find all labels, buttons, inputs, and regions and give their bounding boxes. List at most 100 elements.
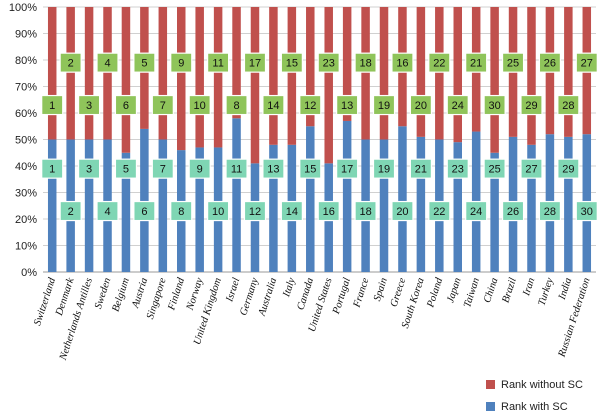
rank-label: 5 (141, 58, 147, 70)
rank-label: 11 (212, 58, 223, 70)
bar-rank-with-sc (47, 139, 57, 272)
legend-swatch (486, 402, 495, 411)
x-tick-label: Israel (224, 276, 242, 304)
rank-label: 17 (249, 58, 261, 70)
rank-label-box (59, 52, 82, 73)
x-tick-label: Portugal (331, 276, 353, 316)
rank-label: 6 (141, 206, 147, 218)
bar-rank-with-sc (195, 147, 204, 272)
y-tick-label: 40% (15, 161, 37, 173)
rank-label: 26 (507, 206, 519, 218)
bar-rank-with-sc (232, 118, 241, 272)
rank-label-box (557, 158, 580, 179)
x-tick-label: France (351, 276, 371, 310)
rank-label: 20 (415, 100, 427, 112)
rank-label-box (207, 52, 230, 73)
rank-label: 15 (304, 164, 316, 176)
rank-label-box (520, 158, 543, 179)
rank-label: 23 (452, 164, 464, 176)
rank-label-box (354, 52, 377, 73)
y-tick-label: 50% (15, 135, 37, 147)
bar-rank-without-sc (379, 7, 389, 140)
rank-label: 28 (544, 206, 556, 218)
rank-label: 29 (562, 164, 574, 176)
x-tick-label: Iran (521, 277, 537, 299)
y-tick-label: 80% (15, 55, 37, 67)
x-tick-label: Brazil (501, 276, 519, 304)
rank-label: 21 (415, 164, 427, 176)
rank-label-box (280, 200, 303, 222)
rank-label: 18 (359, 206, 371, 218)
rank-label-box (151, 158, 174, 179)
rank-label-box (446, 94, 469, 116)
rank-label: 29 (525, 100, 537, 112)
x-tick-label: India (557, 277, 575, 302)
rank-label: 27 (525, 164, 537, 176)
bar-rank-without-sc (306, 7, 315, 127)
rank-label: 15 (286, 58, 298, 70)
rank-label: 8 (178, 206, 184, 218)
rank-label: 6 (123, 100, 129, 112)
rank-label-box (96, 52, 119, 73)
rank-label-box (372, 158, 396, 179)
rank-label: 10 (194, 100, 206, 112)
rank-label-box (336, 158, 359, 179)
rank-label-box (409, 158, 432, 179)
rank-label-box (483, 94, 506, 116)
bar-rank-with-sc (416, 136, 426, 272)
x-tick-label: Norway (184, 276, 205, 312)
y-tick-label: 20% (15, 214, 37, 226)
x-tick-label: Canada (295, 277, 316, 312)
rank-label-box (557, 94, 580, 116)
rank-label: 28 (562, 100, 574, 112)
rank-label-box (41, 94, 64, 116)
rank-label-box (501, 52, 525, 73)
bar-rank-without-sc (84, 7, 94, 140)
rank-label: 25 (507, 58, 519, 70)
rank-label-box (354, 200, 377, 222)
rank-label: 22 (433, 58, 445, 70)
x-tick-label: Sweden (93, 277, 113, 311)
rank-label-box (151, 94, 174, 116)
rank-label-box (317, 52, 340, 73)
bar-rank-without-sc (121, 7, 131, 153)
rank-label: 9 (197, 164, 203, 176)
rank-label: 17 (341, 164, 353, 176)
y-tick-label: 30% (15, 188, 37, 200)
bar-rank-without-sc (416, 7, 426, 137)
rank-label-box (133, 52, 156, 73)
rank-label-box (538, 52, 562, 73)
rank-label: 14 (267, 100, 279, 112)
rank-label: 16 (396, 58, 408, 70)
bar-rank-with-sc (564, 136, 573, 272)
rank-label: 19 (378, 164, 390, 176)
x-tick-label: Austria (130, 277, 150, 311)
y-tick-label: 10% (15, 241, 37, 253)
rank-label: 30 (581, 206, 593, 218)
rank-labels: 1122334465567798109111081117121413151412… (41, 52, 598, 222)
y-tick-label: 100% (9, 2, 37, 14)
rank-label: 24 (452, 100, 464, 112)
legend-swatch (486, 380, 495, 389)
rank-label-box (207, 200, 230, 222)
bar-rank-without-sc (47, 7, 57, 140)
x-tick-label: Poland (425, 276, 445, 310)
rank-label-box (225, 158, 248, 179)
rank-label-box (428, 52, 451, 73)
rank-label: 13 (341, 100, 353, 112)
x-tick-label: Greece (389, 276, 409, 308)
rank-label: 1 (49, 164, 55, 176)
rank-label-box (170, 52, 193, 73)
rank-label-box (225, 94, 248, 116)
rank-label: 11 (231, 164, 242, 176)
rank-label-box (96, 200, 119, 222)
rank-label: 10 (212, 206, 224, 218)
rank-label-box (428, 200, 451, 222)
bar-rank-without-sc (435, 7, 444, 140)
rank-label-box (243, 200, 267, 222)
rank-label-box (317, 200, 340, 222)
bar-rank-without-sc (232, 7, 241, 119)
rank-label-box (575, 200, 598, 222)
rank-label-box (114, 158, 138, 179)
